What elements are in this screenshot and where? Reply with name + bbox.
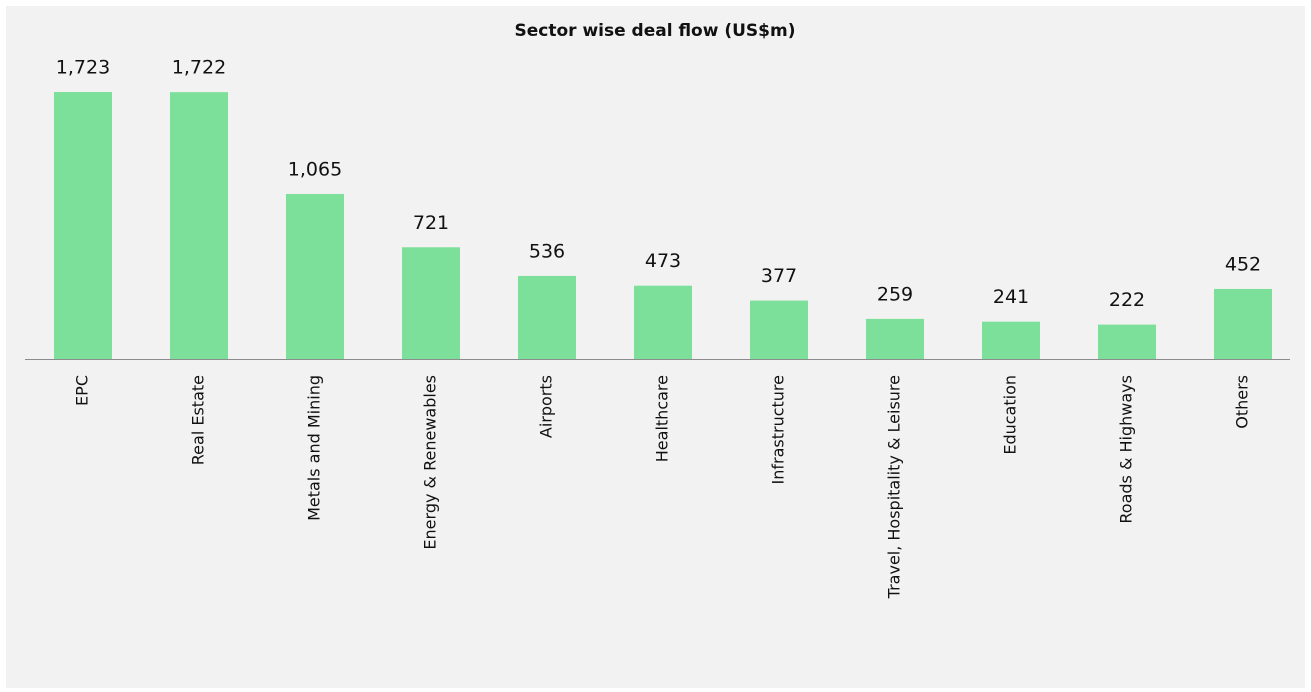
x-tick-label: Metals and Mining: [305, 375, 324, 521]
bar: [286, 193, 344, 359]
x-tick-label: Airports: [537, 375, 556, 438]
chart-title: Sector wise deal flow (US$m): [514, 21, 795, 41]
value-label: 1,065: [288, 158, 342, 180]
bar: [750, 300, 808, 359]
bar: [866, 318, 924, 359]
value-label: 377: [761, 265, 797, 287]
bar: [54, 92, 112, 359]
value-label: 1,723: [56, 57, 110, 79]
bar: [1098, 324, 1156, 359]
x-tick-label: EPC: [73, 375, 92, 406]
value-label: 241: [993, 286, 1029, 308]
value-label: 721: [413, 212, 449, 234]
value-label: 259: [877, 283, 913, 305]
bar: [170, 92, 228, 359]
x-tick-label: Roads & Highways: [1117, 375, 1136, 524]
bar: [634, 285, 692, 359]
value-label: 536: [529, 240, 565, 262]
value-label: 1,722: [172, 57, 226, 79]
x-tick-label: Others: [1233, 375, 1252, 429]
bar: [1214, 288, 1272, 359]
x-tick-label: Infrastructure: [769, 375, 788, 484]
value-label: 473: [645, 250, 681, 272]
bar: [518, 275, 576, 359]
bar: [402, 247, 460, 359]
x-tick-label: Travel, Hospitality & Leisure: [885, 375, 904, 599]
x-tick-label: Energy & Renewables: [421, 375, 440, 550]
value-label: 222: [1109, 289, 1145, 311]
x-tick-label: Healthcare: [653, 375, 672, 462]
bar: [982, 321, 1040, 359]
x-tick-label: Education: [1001, 375, 1020, 455]
value-label: 452: [1225, 253, 1261, 275]
x-tick-label: Real Estate: [189, 375, 208, 465]
